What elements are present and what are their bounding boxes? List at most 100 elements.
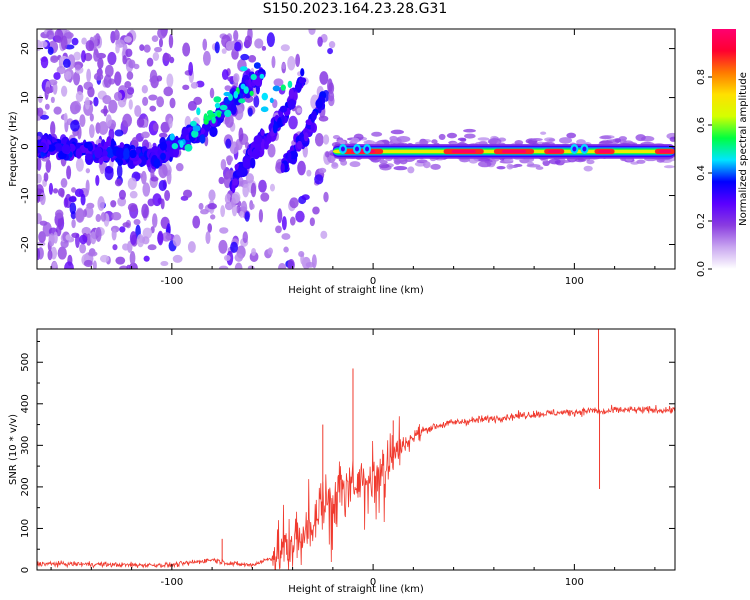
ridge-blob <box>263 141 269 150</box>
noise-blob <box>288 115 298 130</box>
noise-blob <box>45 159 52 173</box>
ridge-blob <box>310 122 315 132</box>
noise-blob <box>280 44 290 52</box>
noise-blob <box>74 64 82 71</box>
noise-blob <box>156 96 165 108</box>
noise-blob <box>248 55 257 63</box>
noise-blob <box>244 35 253 48</box>
ridge-blob <box>75 148 83 159</box>
noise-blob <box>240 53 250 61</box>
noise-blob <box>151 35 159 43</box>
noise-blob <box>146 57 154 67</box>
carrier-peak-core <box>501 149 527 153</box>
noise-blob <box>214 41 220 54</box>
ridge-blob <box>199 134 206 144</box>
noise-blob <box>79 114 86 127</box>
noise-blob <box>301 194 310 201</box>
ridge-blob <box>242 157 251 169</box>
noise-blob <box>70 119 80 132</box>
noise-blob <box>162 53 172 62</box>
noise-blob <box>50 55 59 63</box>
noise-blob <box>225 138 232 149</box>
noise-blob <box>328 41 336 49</box>
noise-blob <box>87 251 98 257</box>
halo-blob <box>396 136 411 143</box>
noise-blob <box>95 227 102 242</box>
noise-blob <box>37 173 42 184</box>
noise-blob <box>118 189 126 200</box>
noise-blob <box>218 176 225 185</box>
noise-blob <box>39 220 48 226</box>
heatmap-ytick-label: -20 <box>20 236 31 252</box>
noise-blob <box>253 95 260 108</box>
noise-blob <box>224 85 232 91</box>
noise-blob <box>245 173 254 184</box>
carrier-bump-core <box>365 146 370 152</box>
noise-blob <box>163 86 174 97</box>
heatmap-xtick-label: 100 <box>565 276 584 287</box>
noise-blob <box>48 79 58 86</box>
noise-blob <box>112 244 118 251</box>
noise-blob <box>225 40 235 51</box>
noise-blob <box>224 193 232 205</box>
noise-blob <box>66 165 72 180</box>
heatmap-ytick-label: -10 <box>20 187 31 203</box>
noise-blob <box>60 178 68 188</box>
noise-blob <box>269 183 276 192</box>
noise-blob <box>136 117 145 128</box>
noise-blob <box>250 182 257 198</box>
bright-spot <box>240 66 248 72</box>
noise-blob <box>147 244 157 251</box>
ridge-blob <box>260 129 265 136</box>
noise-blob <box>134 105 142 117</box>
noise-blob <box>53 72 61 80</box>
noise-blob <box>44 103 50 110</box>
bright-spot <box>171 142 179 150</box>
carrier-bump-core <box>572 146 577 152</box>
colorbar-tick-label: 0.0 <box>696 261 707 277</box>
noise-blob <box>79 243 87 254</box>
noise-blob <box>93 72 104 81</box>
noise-blob <box>37 248 41 261</box>
halo-blob <box>487 138 502 145</box>
ridge-blob <box>115 147 125 160</box>
noise-blob <box>210 214 216 220</box>
noise-blob <box>202 50 211 66</box>
noise-blob <box>141 131 150 139</box>
noise-blob <box>317 36 323 47</box>
bright-spot <box>238 98 246 104</box>
noise-blob <box>242 183 249 198</box>
halo-blob <box>407 166 415 174</box>
noise-blob <box>161 232 172 242</box>
ridge-blob <box>287 100 294 108</box>
noise-blob <box>124 81 132 89</box>
noise-blob <box>48 182 54 195</box>
noise-blob <box>182 84 190 91</box>
halo-blob <box>576 139 586 145</box>
halo-blob <box>464 133 476 139</box>
noise-blob <box>224 113 234 128</box>
noise-blob <box>238 127 244 142</box>
snr-plot-area <box>37 329 675 570</box>
noise-blob <box>73 51 82 61</box>
halo-blob <box>599 135 612 140</box>
colorbar-tick-label: 0.8 <box>696 69 707 85</box>
noise-blob <box>205 231 211 245</box>
noise-blob <box>267 247 273 255</box>
noise-blob <box>149 69 158 84</box>
halo-blob <box>548 138 556 142</box>
noise-blob <box>103 105 108 117</box>
bright-spot <box>196 107 201 116</box>
noise-blob <box>224 201 234 211</box>
halo-blob <box>636 159 646 164</box>
ridge-blob <box>277 117 282 127</box>
bright-spot <box>287 80 293 89</box>
noise-blob <box>152 122 159 132</box>
halo-blob <box>446 132 458 139</box>
halo-blob <box>478 160 492 168</box>
noise-blob <box>314 133 324 147</box>
noise-blob <box>107 51 117 66</box>
noise-blob <box>234 253 244 262</box>
colorbar-tick-label: 0.4 <box>696 165 707 181</box>
noise-blob <box>75 208 85 223</box>
